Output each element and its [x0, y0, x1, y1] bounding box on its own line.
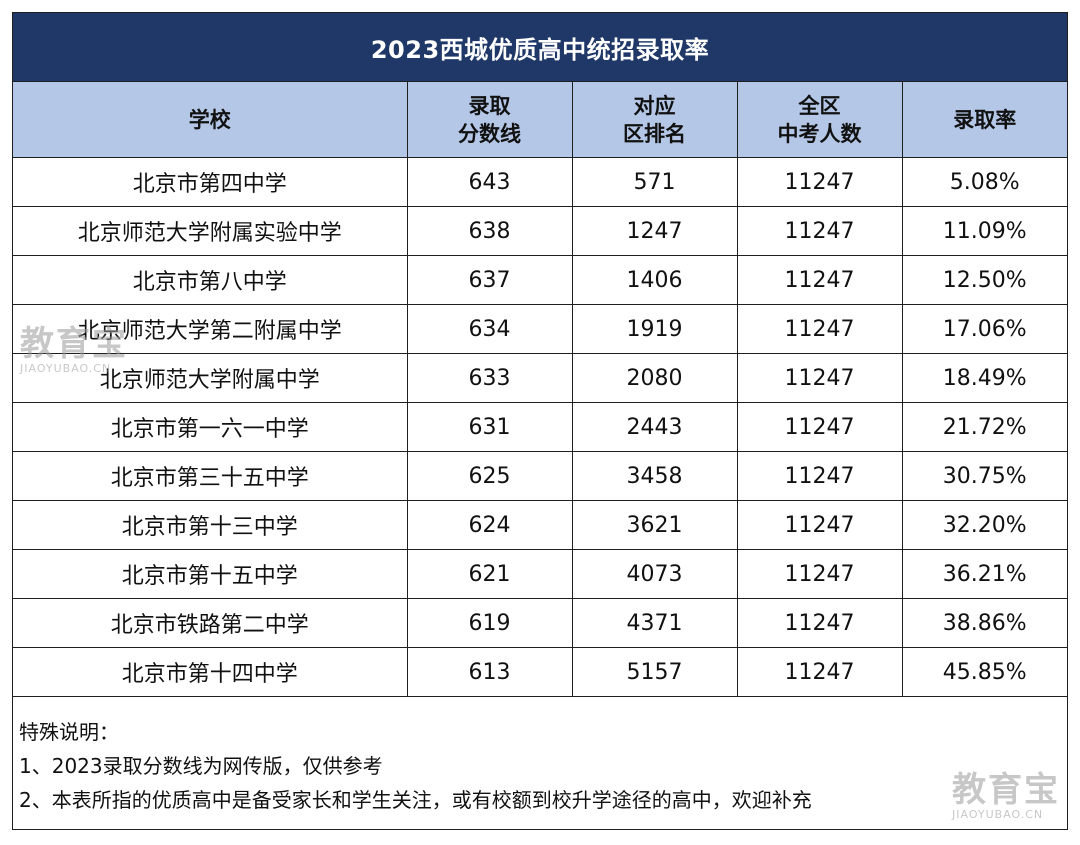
cell-rate: 17.06%	[901, 304, 1067, 354]
header-total-line1: 全区	[798, 93, 841, 118]
cell-rate: 5.08%	[901, 157, 1067, 207]
cell-rank: 3458	[571, 451, 738, 501]
header-total-line2: 中考人数	[777, 121, 862, 146]
header-rank: 对应 区排名	[571, 82, 738, 158]
table-row: 北京市第一六一中学 631 2443 11247 21.72%	[13, 402, 1067, 452]
cell-school: 北京师范大学第二附属中学	[13, 304, 408, 354]
cell-rank: 1247	[571, 206, 738, 256]
cell-total: 11247	[736, 451, 903, 501]
cell-total: 11247	[736, 647, 903, 697]
cell-rate: 45.85%	[901, 647, 1067, 697]
cell-total: 11247	[736, 353, 903, 403]
cell-rate: 21.72%	[901, 402, 1067, 452]
cell-school: 北京市第十四中学	[13, 647, 408, 697]
cell-score: 638	[406, 206, 573, 256]
header-rank-line1: 对应	[633, 93, 676, 118]
cell-rate: 11.09%	[901, 206, 1067, 256]
table-title: 2023西城优质高中统招录取率	[13, 13, 1067, 82]
cell-score: 634	[406, 304, 573, 354]
notes-heading: 特殊说明：	[19, 720, 119, 744]
table-row: 北京市铁路第二中学 619 4371 11247 38.86%	[13, 598, 1067, 648]
notes-section: 特殊说明： 1、2023录取分数线为网传版，仅供参考 2、本表所指的优质高中是备…	[19, 715, 812, 817]
cell-rate: 38.86%	[901, 598, 1067, 648]
note-item-2: 2、本表所指的优质高中是备受家长和学生关注，或有校额到校升学途径的高中，欢迎补充	[19, 788, 812, 812]
cell-rank: 571	[571, 157, 738, 207]
header-score-line1: 录取	[468, 93, 511, 118]
header-score: 录取 分数线	[406, 82, 573, 158]
cell-score: 631	[406, 402, 573, 452]
cell-school: 北京师范大学附属中学	[13, 353, 408, 403]
cell-school: 北京市第四中学	[13, 157, 408, 207]
cell-total: 11247	[736, 500, 903, 550]
cell-rate: 32.20%	[901, 500, 1067, 550]
table-row: 北京市第十五中学 621 4073 11247 36.21%	[13, 549, 1067, 599]
cell-score: 637	[406, 255, 573, 305]
cell-total: 11247	[736, 255, 903, 305]
table-body: 北京市第四中学 643 571 11247 5.08% 北京师范大学附属实验中学 638 12…	[13, 157, 1067, 697]
cell-rank: 3621	[571, 500, 738, 550]
cell-rank: 1919	[571, 304, 738, 354]
cell-score: 624	[406, 500, 573, 550]
cell-rate: 18.49%	[901, 353, 1067, 403]
table-row: 北京市第十四中学 613 5157 11247 45.85%	[13, 647, 1067, 697]
cell-total: 11247	[736, 304, 903, 354]
cell-rate: 12.50%	[901, 255, 1067, 305]
cell-rank: 5157	[571, 647, 738, 697]
cell-rank: 1406	[571, 255, 738, 305]
table-frame: 2023西城优质高中统招录取率 学校 录取 分数线 对应 区排名 全区 中考人数	[12, 12, 1068, 830]
cell-score: 643	[406, 157, 573, 207]
cell-total: 11247	[736, 157, 903, 207]
note-item-1: 1、2023录取分数线为网传版，仅供参考	[19, 754, 383, 778]
cell-score: 633	[406, 353, 573, 403]
header-score-line2: 分数线	[458, 121, 521, 146]
cell-school: 北京师范大学附属实验中学	[13, 206, 408, 256]
cell-rank: 2080	[571, 353, 738, 403]
cell-rank: 2443	[571, 402, 738, 452]
cell-school: 北京市第一六一中学	[13, 402, 408, 452]
cell-score: 613	[406, 647, 573, 697]
cell-school: 北京市第十五中学	[13, 549, 408, 599]
header-total: 全区 中考人数	[736, 82, 903, 158]
table-row: 北京市第八中学 637 1406 11247 12.50%	[13, 255, 1067, 305]
table-row: 北京师范大学附属中学 633 2080 11247 18.49%	[13, 353, 1067, 403]
cell-school: 北京市第八中学	[13, 255, 408, 305]
cell-school: 北京市第三十五中学	[13, 451, 408, 501]
cell-rank: 4371	[571, 598, 738, 648]
header-school: 学校	[13, 82, 408, 158]
cell-rate: 30.75%	[901, 451, 1067, 501]
cell-score: 625	[406, 451, 573, 501]
table-row: 北京市第三十五中学 625 3458 11247 30.75%	[13, 451, 1067, 501]
table-row: 北京师范大学附属实验中学 638 1247 11247 11.09%	[13, 206, 1067, 256]
cell-total: 11247	[736, 549, 903, 599]
table-row: 北京师范大学第二附属中学 634 1919 11247 17.06%	[13, 304, 1067, 354]
cell-score: 619	[406, 598, 573, 648]
cell-total: 11247	[736, 598, 903, 648]
admission-rate-table: 学校 录取 分数线 对应 区排名 全区 中考人数 录取率 北京市第四中学 643 5…	[13, 82, 1067, 697]
header-rate: 录取率	[901, 82, 1067, 158]
cell-total: 11247	[736, 402, 903, 452]
table-row: 北京市第四中学 643 571 11247 5.08%	[13, 157, 1067, 207]
cell-school: 北京市第十三中学	[13, 500, 408, 550]
cell-school: 北京市铁路第二中学	[13, 598, 408, 648]
cell-score: 621	[406, 549, 573, 599]
cell-total: 11247	[736, 206, 903, 256]
table-row: 北京市第十三中学 624 3621 11247 32.20%	[13, 500, 1067, 550]
cell-rate: 36.21%	[901, 549, 1067, 599]
header-rank-line2: 区排名	[623, 121, 686, 146]
header-row: 学校 录取 分数线 对应 区排名 全区 中考人数 录取率	[13, 82, 1067, 158]
cell-rank: 4073	[571, 549, 738, 599]
